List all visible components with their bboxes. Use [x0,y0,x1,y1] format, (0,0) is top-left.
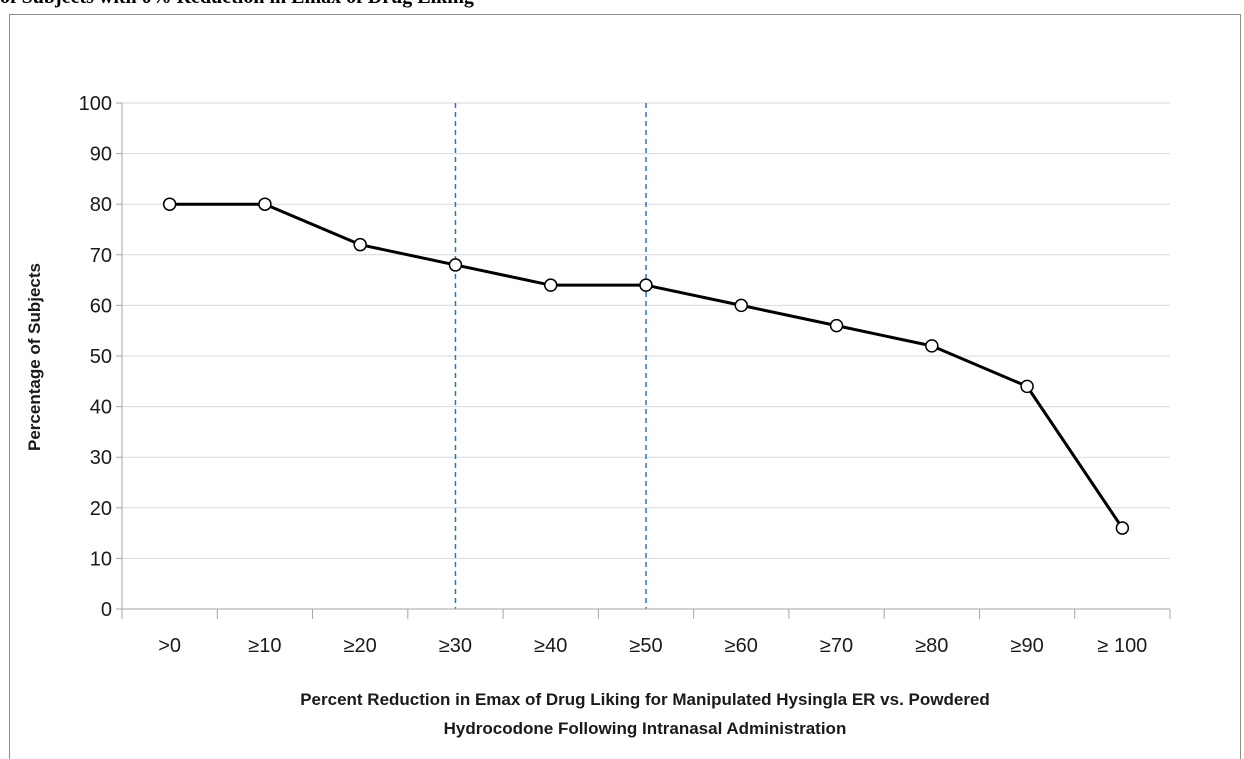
y-axis-title: Percentage of Subjects [25,263,44,451]
y-tick-label: 100 [79,93,112,115]
x-tick-label: ≥30 [439,635,472,657]
y-tick-label: 70 [90,245,112,267]
y-tick-label: 10 [90,548,112,570]
figure-frame [9,14,1241,759]
y-tick-label: 80 [90,194,112,216]
reference-lines [454,103,647,609]
data-point [353,237,367,252]
y-tick-label: 50 [90,346,112,368]
x-tick-label: ≥50 [629,635,662,657]
y-tick-label: 0 [101,599,112,621]
grid-lines [122,102,1170,559]
x-tick-labels: >0 ≥10 ≥20 ≥30 ≥40 ≥50 ≥60 ≥70 ≥80 ≥90 ≥ 100 [158,635,1147,657]
x-tick-label: ≥90 [1010,635,1043,657]
y-tick-label: 20 [90,498,112,520]
figure-caption: of Subjects with 0% Reduction in Emax of… [0,0,1244,12]
x-tick-label: ≥10 [248,635,281,657]
x-tick-label: ≥20 [344,635,377,657]
data-point [1115,521,1130,535]
x-axis-title-line-1: Percent Reduction in Emax of Drug Liking… [300,690,990,709]
data-point [543,278,558,292]
x-tick-label: >0 [158,635,181,657]
x-tick-label: ≥80 [915,635,948,657]
x-tick-label: ≥40 [534,635,567,657]
x-tick-label: ≥70 [820,635,853,657]
data-point [448,258,463,272]
data-point [162,197,177,211]
data-point [829,318,844,333]
y-tick-label: 40 [90,397,112,419]
y-tick-label: 60 [90,295,112,317]
axis-titles: Percentage of Subjects Percent Reduction… [25,263,990,738]
y-tick-label: 90 [90,144,112,166]
x-axis-title-line-2: Hydrocodone Following Intranasal Adminis… [444,719,847,738]
data-point [1020,379,1034,394]
data-point [639,278,653,292]
x-tick-label: ≥ 100 [1097,635,1147,657]
axes [116,102,1171,619]
data-point [734,298,749,313]
data-point [925,339,939,353]
series [162,197,1130,535]
y-tick-label: 30 [90,447,112,469]
x-tick-label: ≥60 [725,635,758,657]
y-tick-labels: 0 10 20 30 40 50 60 70 80 90 100 [79,93,112,621]
data-point [258,197,272,211]
